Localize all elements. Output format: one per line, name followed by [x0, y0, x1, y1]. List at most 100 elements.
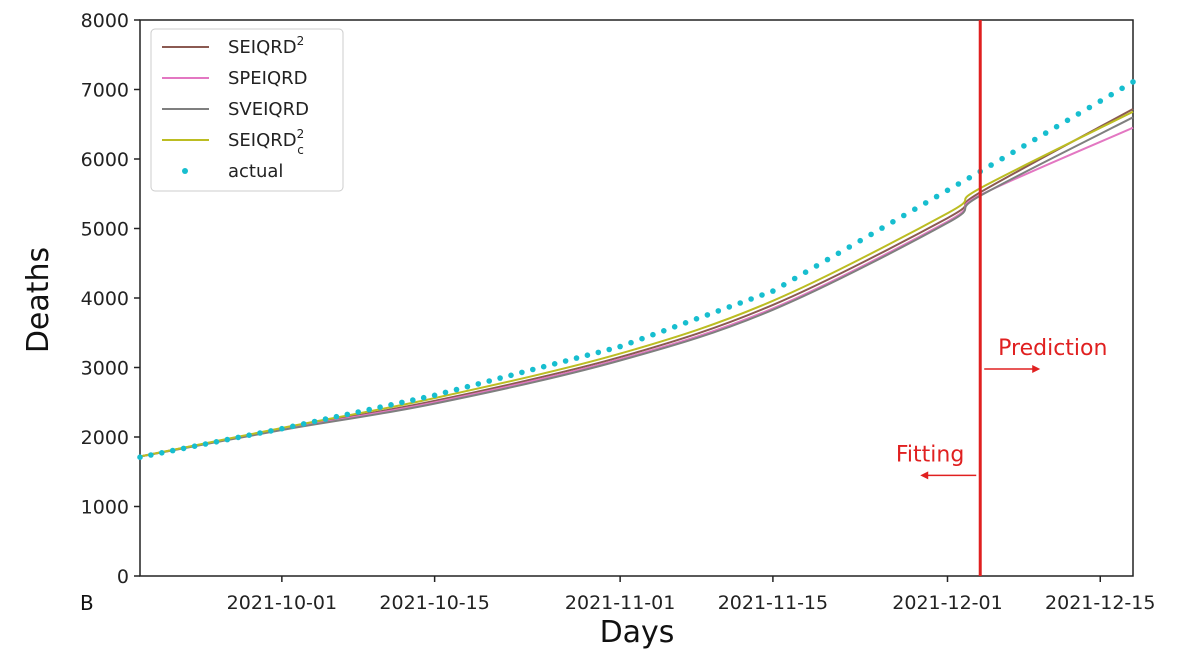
- actual-point: [1075, 111, 1082, 117]
- legend-entry-label: SVEIQRD: [228, 99, 309, 120]
- actual-point: [300, 421, 307, 427]
- panel-label: B: [80, 591, 94, 615]
- actual-point: [606, 346, 612, 353]
- actual-point: [912, 206, 918, 212]
- actual-point: [759, 292, 765, 298]
- actual-point: [824, 256, 831, 263]
- legend-entry-label: SEIQRD2: [228, 34, 304, 58]
- actual-point: [639, 335, 645, 342]
- y-tick-label: 0: [117, 566, 129, 588]
- actual-point: [562, 358, 569, 364]
- y-tick-label: 4000: [81, 288, 129, 310]
- legend-entry-label: SEIQRD2 c: [228, 127, 304, 157]
- actual-point: [1108, 91, 1114, 98]
- actual-point: [311, 418, 318, 425]
- actual-point: [399, 399, 405, 406]
- actual-point: [1010, 149, 1016, 156]
- actual-point: [366, 406, 373, 413]
- actual-point: [1097, 98, 1104, 104]
- y-tick-label: 5000: [81, 219, 129, 241]
- actual-point: [922, 200, 929, 206]
- actual-point: [857, 237, 863, 244]
- legend-box: [150, 28, 344, 192]
- actual-point: [1053, 123, 1060, 130]
- actual-point: [486, 378, 493, 384]
- actual-point: [726, 304, 733, 310]
- y-axis-label: Deaths: [21, 247, 56, 353]
- actual-point: [431, 392, 438, 399]
- legend-swatch: [182, 168, 188, 174]
- actual-point: [1032, 136, 1038, 143]
- actual-point: [682, 320, 689, 326]
- actual-point: [322, 416, 329, 422]
- actual-point: [1086, 104, 1093, 111]
- actual-point: [344, 411, 351, 418]
- axes-group: 0 1000 2000 3000 4000 5000 6000 7000 8000 2021-10…: [81, 10, 1156, 614]
- y-tick-label: 6000: [81, 149, 129, 171]
- actual-point: [573, 355, 580, 361]
- actual-point: [999, 155, 1005, 162]
- series-line: [139, 110, 1134, 458]
- actual-point: [715, 308, 722, 314]
- actual-point: [202, 441, 209, 447]
- actual-point: [290, 423, 296, 430]
- actual-point: [584, 352, 591, 359]
- actual-point: [180, 445, 187, 452]
- actual-point: [628, 339, 634, 346]
- actual-point: [224, 436, 231, 443]
- x-tick-label: 2021-11-15: [718, 592, 828, 614]
- actual-point: [791, 275, 798, 282]
- legend-entry-label: SPEIQRD: [228, 68, 308, 89]
- actual-point: [137, 454, 143, 461]
- actual-point: [617, 343, 623, 350]
- actual-point: [235, 434, 241, 441]
- actual-point: [988, 162, 994, 168]
- actual-point: [879, 225, 885, 231]
- fitting-arrowhead: [920, 471, 929, 480]
- actual-point: [355, 409, 362, 415]
- actual-point: [191, 443, 198, 450]
- x-tick-label: 2021-12-15: [1045, 592, 1155, 614]
- series-group: [137, 79, 1136, 461]
- actual-point: [388, 402, 394, 408]
- actual-point: [246, 432, 252, 439]
- actual-point: [650, 331, 656, 338]
- actual-point: [442, 389, 449, 396]
- x-tick-label: 2021-12-01: [892, 592, 1002, 614]
- y-tick-label: 1000: [81, 497, 129, 519]
- y-tick-label: 7000: [81, 80, 129, 102]
- actual-point: [530, 366, 536, 373]
- actual-point: [497, 375, 503, 381]
- y-tick-label: 8000: [81, 10, 129, 32]
- actual-point: [377, 404, 383, 411]
- actual-point: [410, 397, 416, 403]
- actual-point: [770, 288, 776, 294]
- actual-point: [159, 450, 165, 456]
- actual-point: [966, 175, 973, 181]
- actual-point: [420, 394, 427, 401]
- actual-point: [835, 250, 842, 257]
- actual-point: [944, 187, 951, 194]
- actual-point: [933, 193, 940, 200]
- actual-point: [595, 349, 602, 356]
- prediction-arrowhead: [1032, 364, 1041, 373]
- actual-point: [1130, 79, 1136, 85]
- actual-point: [268, 428, 274, 434]
- annotations-group: Prediction Fitting: [896, 20, 1107, 576]
- actual-point: [464, 383, 471, 390]
- actual-point: [704, 312, 711, 318]
- actual-point: [846, 244, 853, 250]
- actual-point: [453, 386, 460, 393]
- legend-entry-label: actual: [228, 161, 283, 182]
- actual-point: [213, 439, 220, 445]
- actual-point: [890, 219, 896, 225]
- y-tick-label: 3000: [81, 358, 129, 380]
- prediction-annotation: Prediction: [998, 336, 1107, 361]
- fitting-annotation: Fitting: [896, 442, 964, 467]
- actual-point: [257, 430, 263, 436]
- actual-point: [519, 369, 525, 376]
- actual-point: [748, 296, 754, 302]
- actual-point: [1119, 85, 1125, 92]
- actual-point: [868, 231, 874, 238]
